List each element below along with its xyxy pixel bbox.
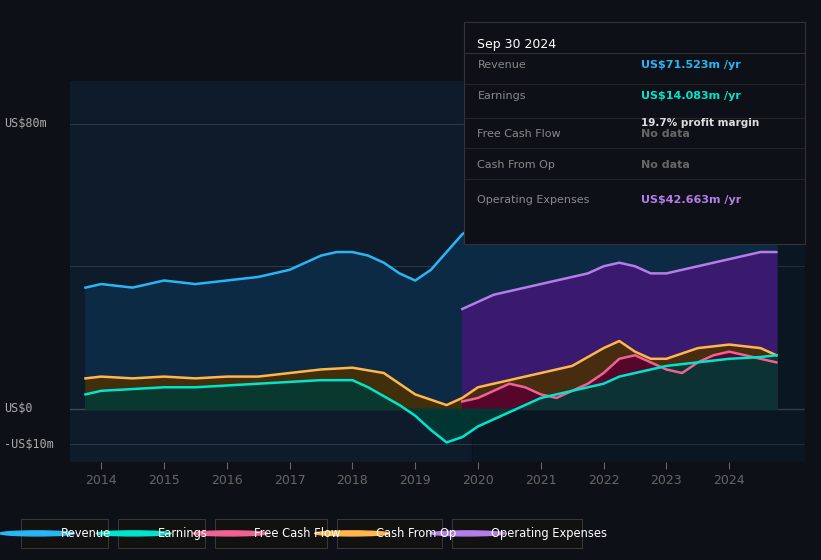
Text: US$0: US$0 bbox=[4, 402, 33, 415]
Text: Sep 30 2024: Sep 30 2024 bbox=[478, 38, 557, 51]
Text: Operating Expenses: Operating Expenses bbox=[478, 195, 589, 205]
Circle shape bbox=[96, 531, 171, 536]
Text: Earnings: Earnings bbox=[478, 91, 526, 101]
Circle shape bbox=[0, 531, 75, 536]
Text: Operating Expenses: Operating Expenses bbox=[491, 527, 608, 540]
Text: US$80m: US$80m bbox=[4, 118, 47, 130]
Bar bbox=[472, 81, 805, 462]
Text: No data: No data bbox=[641, 160, 690, 170]
Text: US$71.523m /yr: US$71.523m /yr bbox=[641, 60, 741, 70]
Text: Cash From Op: Cash From Op bbox=[478, 160, 555, 170]
Text: US$14.083m /yr: US$14.083m /yr bbox=[641, 91, 741, 101]
Text: Free Cash Flow: Free Cash Flow bbox=[478, 129, 561, 138]
Text: 19.7% profit margin: 19.7% profit margin bbox=[641, 118, 759, 128]
FancyBboxPatch shape bbox=[337, 519, 442, 548]
FancyBboxPatch shape bbox=[215, 519, 327, 548]
Text: US$42.663m /yr: US$42.663m /yr bbox=[641, 195, 741, 205]
Circle shape bbox=[193, 531, 268, 536]
Circle shape bbox=[430, 531, 505, 536]
FancyBboxPatch shape bbox=[21, 519, 108, 548]
Text: Revenue: Revenue bbox=[478, 60, 526, 70]
Text: Earnings: Earnings bbox=[158, 527, 208, 540]
Text: Revenue: Revenue bbox=[61, 527, 111, 540]
Text: -US$10m: -US$10m bbox=[4, 438, 54, 451]
FancyBboxPatch shape bbox=[452, 519, 582, 548]
Text: No data: No data bbox=[641, 129, 690, 138]
Text: Cash From Op: Cash From Op bbox=[376, 527, 456, 540]
FancyBboxPatch shape bbox=[118, 519, 205, 548]
Text: Free Cash Flow: Free Cash Flow bbox=[255, 527, 341, 540]
Circle shape bbox=[314, 531, 389, 536]
